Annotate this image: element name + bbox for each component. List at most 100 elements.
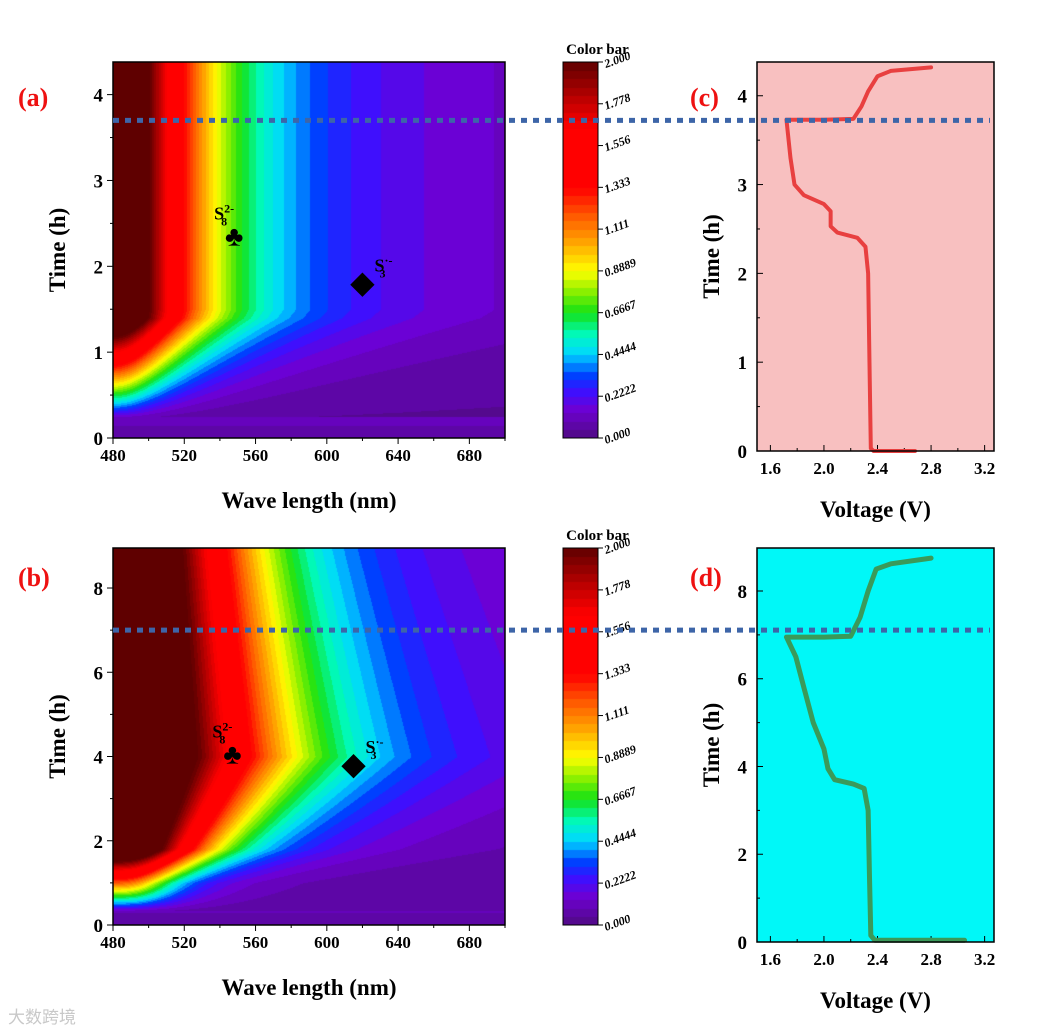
y-tick-label: 2	[738, 264, 748, 285]
colorbar-tick-label: 1.111	[602, 216, 631, 238]
y-tick-label: 4	[738, 87, 748, 108]
heatmap-image	[113, 62, 505, 438]
y-tick-label: 2	[94, 832, 104, 853]
species-main: S	[214, 203, 224, 223]
x-tick-label: 520	[172, 933, 198, 952]
y-tick-label: 1	[738, 353, 748, 374]
y-axis-label: Time (h)	[45, 694, 70, 779]
y-tick-label: 3	[94, 171, 104, 192]
y-tick-label: 8	[94, 579, 104, 600]
y-tick-label: 2	[738, 845, 748, 866]
x-tick-label: 560	[243, 446, 269, 465]
x-tick-label: 560	[243, 933, 269, 952]
colorbar-tick-label: 0.8889	[602, 255, 638, 279]
species-sup: ·-	[376, 735, 384, 749]
x-tick-label: 2.4	[867, 950, 889, 969]
species-main: S	[366, 737, 376, 757]
colorbar-tick-label: 0.6667	[602, 783, 639, 808]
x-tick-label: 640	[385, 446, 411, 465]
x-axis-label: Wave length (nm)	[221, 488, 396, 513]
colorbar-tick-label: 0.000	[602, 911, 632, 933]
species-label: S2-8	[212, 719, 232, 746]
panel-c: 1.6 2.0 2.4 2.8 3.2 0 1 2 3 4 Voltage (V) Time (h) (…	[690, 61, 995, 522]
species-sub: 8	[221, 214, 227, 228]
species-label: S·-3	[366, 735, 384, 762]
colorbar-frame	[562, 61, 599, 439]
y-tick-label: 6	[94, 663, 104, 684]
y-tick-label: 4	[738, 757, 748, 778]
colorbar-title: Color bar	[566, 42, 629, 58]
species-label: S·-3	[374, 253, 392, 280]
panel-a: Color bar2.0001.7781.5561.3331.1110.8889…	[18, 42, 639, 513]
y-tick-label: 1	[94, 343, 104, 364]
x-tick-label: 2.4	[867, 459, 889, 478]
species-sup: ·-	[384, 253, 392, 267]
panel-label: (d)	[690, 563, 722, 592]
colorbar-frame	[562, 547, 599, 926]
plot-frame	[756, 61, 995, 452]
x-tick-label: 3.2	[974, 950, 995, 969]
x-tick-label: 520	[172, 446, 198, 465]
y-tick-label: 0	[94, 916, 104, 937]
y-axis-label: Time (h)	[45, 208, 70, 293]
y-tick-label: 0	[738, 442, 748, 463]
colorbar-tick-label: 1.556	[602, 132, 632, 154]
x-tick-label: 600	[314, 446, 340, 465]
y-tick-label: 0	[94, 429, 104, 450]
colorbar-tick-label: 0.2222	[602, 381, 638, 405]
colorbar-tick-label: 0.6667	[602, 297, 639, 322]
plot-frame	[112, 547, 506, 926]
y-tick-label: 6	[738, 670, 748, 691]
plot-frame	[112, 61, 506, 439]
plot-background	[757, 62, 994, 451]
colorbar-tick-label: 0.8889	[602, 742, 638, 766]
y-tick-label: 8	[738, 582, 748, 603]
species-sub: 8	[219, 732, 225, 746]
y-tick-label: 4	[94, 748, 104, 769]
x-tick-label: 2.8	[920, 459, 941, 478]
x-tick-label: 480	[100, 933, 126, 952]
x-tick-label: 2.8	[920, 950, 941, 969]
x-tick-label: 640	[385, 933, 411, 952]
x-tick-label: 1.6	[760, 459, 781, 478]
diamond-marker: ◆	[341, 748, 366, 781]
species-sup: 2-	[222, 719, 232, 733]
x-tick-label: 680	[457, 446, 483, 465]
panel-d: 1.6 2.0 2.4 2.8 3.2 0 2 4 6 8 Voltage (V) Time (h) (…	[690, 547, 995, 1013]
diamond-marker: ◆	[350, 266, 375, 299]
x-tick-label: 3.2	[974, 459, 995, 478]
species-label: S2-8	[214, 201, 234, 228]
colorbar-tick-label: 1.111	[602, 702, 631, 724]
x-axis-label: Voltage (V)	[820, 497, 931, 522]
y-tick-label: 3	[738, 176, 748, 197]
heatmap-image	[113, 548, 505, 925]
panel-label: (c)	[690, 83, 719, 112]
watermark: 大数跨境	[8, 1008, 76, 1028]
x-tick-label: 680	[457, 933, 483, 952]
colorbar-tick-label: 0.2222	[602, 867, 638, 891]
panel-b: Color bar2.0001.7781.5561.3331.1110.8889…	[18, 528, 639, 1000]
colorbar-title: Color bar	[566, 528, 629, 544]
x-tick-label: 1.6	[760, 950, 781, 969]
species-main: S	[374, 255, 384, 275]
y-axis-label: Time (h)	[699, 214, 724, 299]
panel-label: (a)	[18, 83, 48, 112]
colorbar-tick-label: 1.333	[602, 660, 632, 682]
x-tick-label: 2.0	[813, 950, 834, 969]
club-marker: ♣	[225, 221, 243, 252]
colorbar-tick-label: 1.778	[602, 576, 632, 598]
club-marker: ♣	[223, 739, 241, 770]
y-tick-label: 2	[94, 257, 104, 278]
colorbar-tick-label: 0.000	[602, 424, 632, 446]
plot-background	[757, 548, 994, 942]
y-axis-label: Time (h)	[699, 703, 724, 788]
species-sub: 3	[379, 266, 385, 280]
panel-label: (b)	[18, 563, 50, 592]
species-main: S	[212, 721, 222, 741]
x-tick-label: 480	[100, 446, 126, 465]
x-tick-label: 600	[314, 933, 340, 952]
plot-frame	[756, 547, 995, 943]
colorbar-tick-label: 0.4444	[602, 339, 638, 363]
